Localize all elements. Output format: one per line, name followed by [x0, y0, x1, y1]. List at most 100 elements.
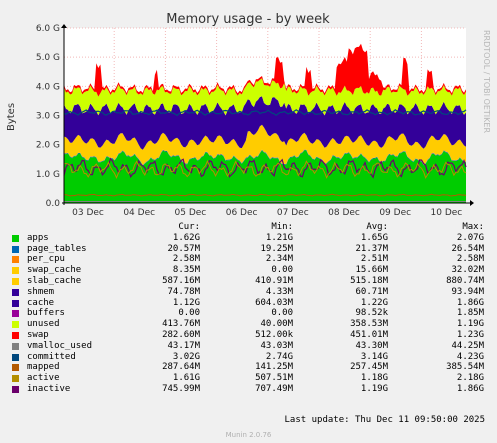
y-tick-labels: 0.0 1.0 G 2.0 G 3.0 G 4.0 G 5.0 G 6.0 G: [36, 24, 60, 209]
header-max: Max:: [462, 222, 484, 232]
y-axis-label: Bytes: [6, 103, 17, 131]
legend-name: shmem: [27, 286, 55, 297]
legend-max: 2.18G: [456, 373, 484, 384]
legend-row-active: active 1.61G 507.51M 1.18G 2.18G: [12, 373, 492, 384]
legend-avg: 3.14G: [360, 351, 388, 362]
legend-min: 507.51M: [255, 373, 293, 384]
line-mapped: [64, 193, 467, 197]
y-tick-label: 4.0 G: [36, 82, 60, 92]
legend-row-cache: cache 1.12G 604.03M 1.22G 1.86G: [12, 298, 492, 309]
legend-name: mapped: [27, 362, 60, 373]
legend-max: 385.54M: [446, 362, 484, 373]
legend-cur: 745.99M: [162, 383, 200, 394]
legend-min: 512.00k: [255, 329, 293, 340]
legend-max: 2.58M: [456, 254, 484, 265]
legend-name: committed: [27, 351, 76, 362]
legend-name: slab_cache: [27, 275, 82, 286]
legend-min: 4.33M: [265, 286, 293, 297]
legend-cur: 0.00: [178, 308, 200, 319]
legend-cur: 20.57M: [167, 243, 200, 254]
legend-min: 707.49M: [255, 383, 293, 394]
legend-swatch: [12, 256, 19, 264]
legend-swatch: [12, 310, 19, 318]
legend-min: 19.25M: [260, 243, 293, 254]
x-tick-labels: 03 Dec 04 Dec 05 Dec 06 Dec 07 Dec 08 Dec 09 D…: [72, 208, 462, 218]
legend-avg: 1.22G: [360, 297, 388, 308]
legend-avg: 1.65G: [360, 232, 388, 243]
legend-min: 410.91M: [255, 275, 293, 286]
legend-max: 1.19G: [456, 319, 484, 330]
x-tick-label: 08 Dec: [328, 208, 360, 218]
legend-avg: 2.51M: [360, 254, 388, 265]
y-tick-label: 2.0 G: [36, 141, 60, 151]
area-swap_cache: [64, 124, 466, 166]
legend-avg: 21.37M: [355, 243, 388, 254]
legend-row-swap: swap 282.60M 512.00k 451.01M 1.23G: [12, 330, 492, 341]
legend-swatch: [12, 288, 19, 296]
legend-cur: 1.61G: [172, 373, 200, 384]
legend-cur: 413.76M: [162, 319, 200, 330]
legend-row-inactive: inactive 745.99M 707.49M 1.19G 1.86G: [12, 384, 492, 395]
line-committed: [63, 109, 467, 117]
chart-title: Memory usage - by week: [166, 12, 330, 27]
legend-swatch: [12, 342, 19, 350]
legend-row-apps: apps 1.62G 1.21G 1.65G 2.07G: [12, 233, 492, 244]
legend-min: 0.00: [271, 265, 293, 276]
legend-row-unused: unused 413.76M 40.00M 358.53M 1.19G: [12, 319, 492, 330]
legend-avg: 451.01M: [350, 329, 388, 340]
legend-swatch: [12, 234, 19, 242]
legend-avg: 98.52k: [355, 308, 388, 319]
legend-cur: 74.78M: [167, 286, 200, 297]
axes: [61, 24, 474, 206]
legend-row-mapped: mapped 287.64M 141.25M 257.45M 385.54M: [12, 362, 492, 373]
legend-min: 604.03M: [255, 297, 293, 308]
legend-avg: 515.18M: [350, 275, 388, 286]
legend-row-per-cpu: per_cpu 2.58M 2.34M 2.51M 2.58M: [12, 254, 492, 265]
legend-name: inactive: [27, 383, 71, 394]
legend-min: 43.03M: [260, 340, 293, 351]
legend-cur: 2.58M: [172, 254, 200, 265]
legend-name: per_cpu: [27, 254, 65, 265]
legend-swatch: [12, 364, 19, 372]
legend-row-swap-cache: swap_cache 8.35M 0.00 15.66M 32.02M: [12, 265, 492, 276]
legend-avg: 257.45M: [350, 362, 388, 373]
line-active: [63, 159, 467, 179]
legend-swatch: [12, 277, 19, 285]
area-slab_cache: [64, 96, 466, 150]
y-tick-label: 3.0 G: [36, 112, 60, 122]
x-tick-label: 09 Dec: [379, 208, 411, 218]
rrdtool-watermark: RRDTOOL / TOBI OETIKER: [482, 30, 491, 133]
legend-min: 1.21G: [265, 232, 293, 243]
legend-max: 880.74M: [446, 275, 484, 286]
legend-name: swap_cache: [27, 265, 82, 276]
legend-avg: 358.53M: [350, 319, 388, 330]
legend-max: 26.54M: [451, 243, 484, 254]
area-buffers: [64, 43, 466, 97]
legend-swatch: [12, 321, 19, 329]
x-tick-label: 07 Dec: [277, 208, 309, 218]
legend-max: 44.25M: [451, 340, 484, 351]
x-tick-label: 03 Dec: [72, 208, 104, 218]
legend-swatch: [12, 375, 19, 383]
x-tick-label: 05 Dec: [175, 208, 207, 218]
legend-name: cache: [27, 297, 55, 308]
munin-footer: Munin 2.0.76: [225, 431, 272, 439]
legend-min: 40.00M: [260, 319, 293, 330]
legend-swatch: [12, 245, 19, 253]
legend-cur: 282.60M: [162, 329, 200, 340]
legend-max: 32.02M: [451, 265, 484, 276]
legend-cur: 43.17M: [167, 340, 200, 351]
legend-min: 2.74G: [265, 351, 293, 362]
legend-cur: 1.62G: [172, 232, 200, 243]
legend-avg: 43.30M: [355, 340, 388, 351]
legend-row-buffers: buffers 0.00 0.00 98.52k 1.85M: [12, 308, 492, 319]
legend-cur: 1.12G: [172, 297, 200, 308]
x-tick-label: 10 Dec: [431, 208, 463, 218]
legend-swatch: [12, 331, 19, 339]
chart-area: Memory usage - by week Bytes RRDTOOL / T…: [6, 12, 491, 218]
legend-max: 4.23G: [456, 351, 484, 362]
line-series: [63, 109, 467, 202]
y-tick-label: 5.0 G: [36, 53, 60, 63]
legend-max: 1.86G: [456, 297, 484, 308]
legend-min: 0.00: [271, 308, 293, 319]
